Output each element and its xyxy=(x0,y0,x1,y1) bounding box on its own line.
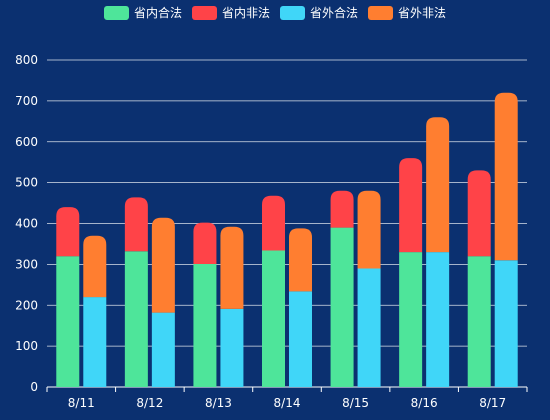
y-tick-label: 700 xyxy=(15,94,38,108)
legend-label: 省内非法 xyxy=(222,6,270,20)
bar-segment xyxy=(399,252,423,387)
y-tick-label: 400 xyxy=(15,217,38,231)
bar-segment xyxy=(426,252,450,387)
legend-swatch xyxy=(192,6,217,20)
bar-segment xyxy=(262,195,285,251)
bar-segment xyxy=(330,227,354,387)
y-tick-label: 500 xyxy=(15,176,38,190)
bar-segment xyxy=(220,226,244,309)
legend-item[interactable]: 省内非法 xyxy=(192,6,270,20)
bar-segment xyxy=(151,217,175,313)
bar-segment xyxy=(399,158,423,253)
bar-segment xyxy=(262,250,285,387)
bar-segment xyxy=(124,197,148,252)
legend-item[interactable]: 省内合法 xyxy=(104,5,182,20)
bar-segment xyxy=(193,222,217,264)
bar-segment xyxy=(357,190,381,269)
legend-label: 省内合法 xyxy=(134,5,182,20)
x-tick-label: 8/14 xyxy=(274,396,301,410)
bar-segment xyxy=(56,207,80,257)
bar-segment xyxy=(56,256,80,387)
bar-segment xyxy=(494,260,518,387)
bar-segment xyxy=(220,308,244,387)
bar-segment xyxy=(357,268,381,387)
bar-segment xyxy=(467,256,491,387)
y-tick-label: 0 xyxy=(30,380,38,394)
bar-segment xyxy=(83,235,107,298)
x-tick-label: 8/17 xyxy=(479,396,506,410)
bar-segment xyxy=(289,291,312,387)
bar-segment xyxy=(83,297,107,387)
y-tick-label: 600 xyxy=(15,135,38,149)
y-tick-label: 300 xyxy=(15,257,38,271)
bar-segment xyxy=(151,312,175,387)
legend-item[interactable]: 省外合法 xyxy=(280,5,358,20)
x-tick-label: 8/13 xyxy=(205,396,232,410)
legend-swatch xyxy=(280,6,305,20)
legend-swatch xyxy=(368,6,393,20)
x-tick-label: 8/15 xyxy=(342,396,369,410)
legend-label: 省外合法 xyxy=(310,5,358,20)
bar-segment xyxy=(289,228,312,292)
bar-segment xyxy=(193,263,217,387)
legend-label: 省外非法 xyxy=(398,6,446,20)
bar-segment xyxy=(330,190,354,228)
bar-segment xyxy=(124,251,148,387)
y-tick-label: 200 xyxy=(15,298,38,312)
y-tick-label: 100 xyxy=(15,339,38,353)
x-tick-label: 8/12 xyxy=(136,396,163,410)
x-tick-label: 8/16 xyxy=(411,396,438,410)
legend-item[interactable]: 省外非法 xyxy=(368,6,446,20)
legend-swatch xyxy=(104,6,129,20)
x-tick-label: 8/11 xyxy=(68,396,95,410)
bar-segment xyxy=(494,92,518,261)
bar-segment xyxy=(426,117,450,253)
y-tick-label: 800 xyxy=(15,53,38,67)
bar-segment xyxy=(467,170,491,257)
